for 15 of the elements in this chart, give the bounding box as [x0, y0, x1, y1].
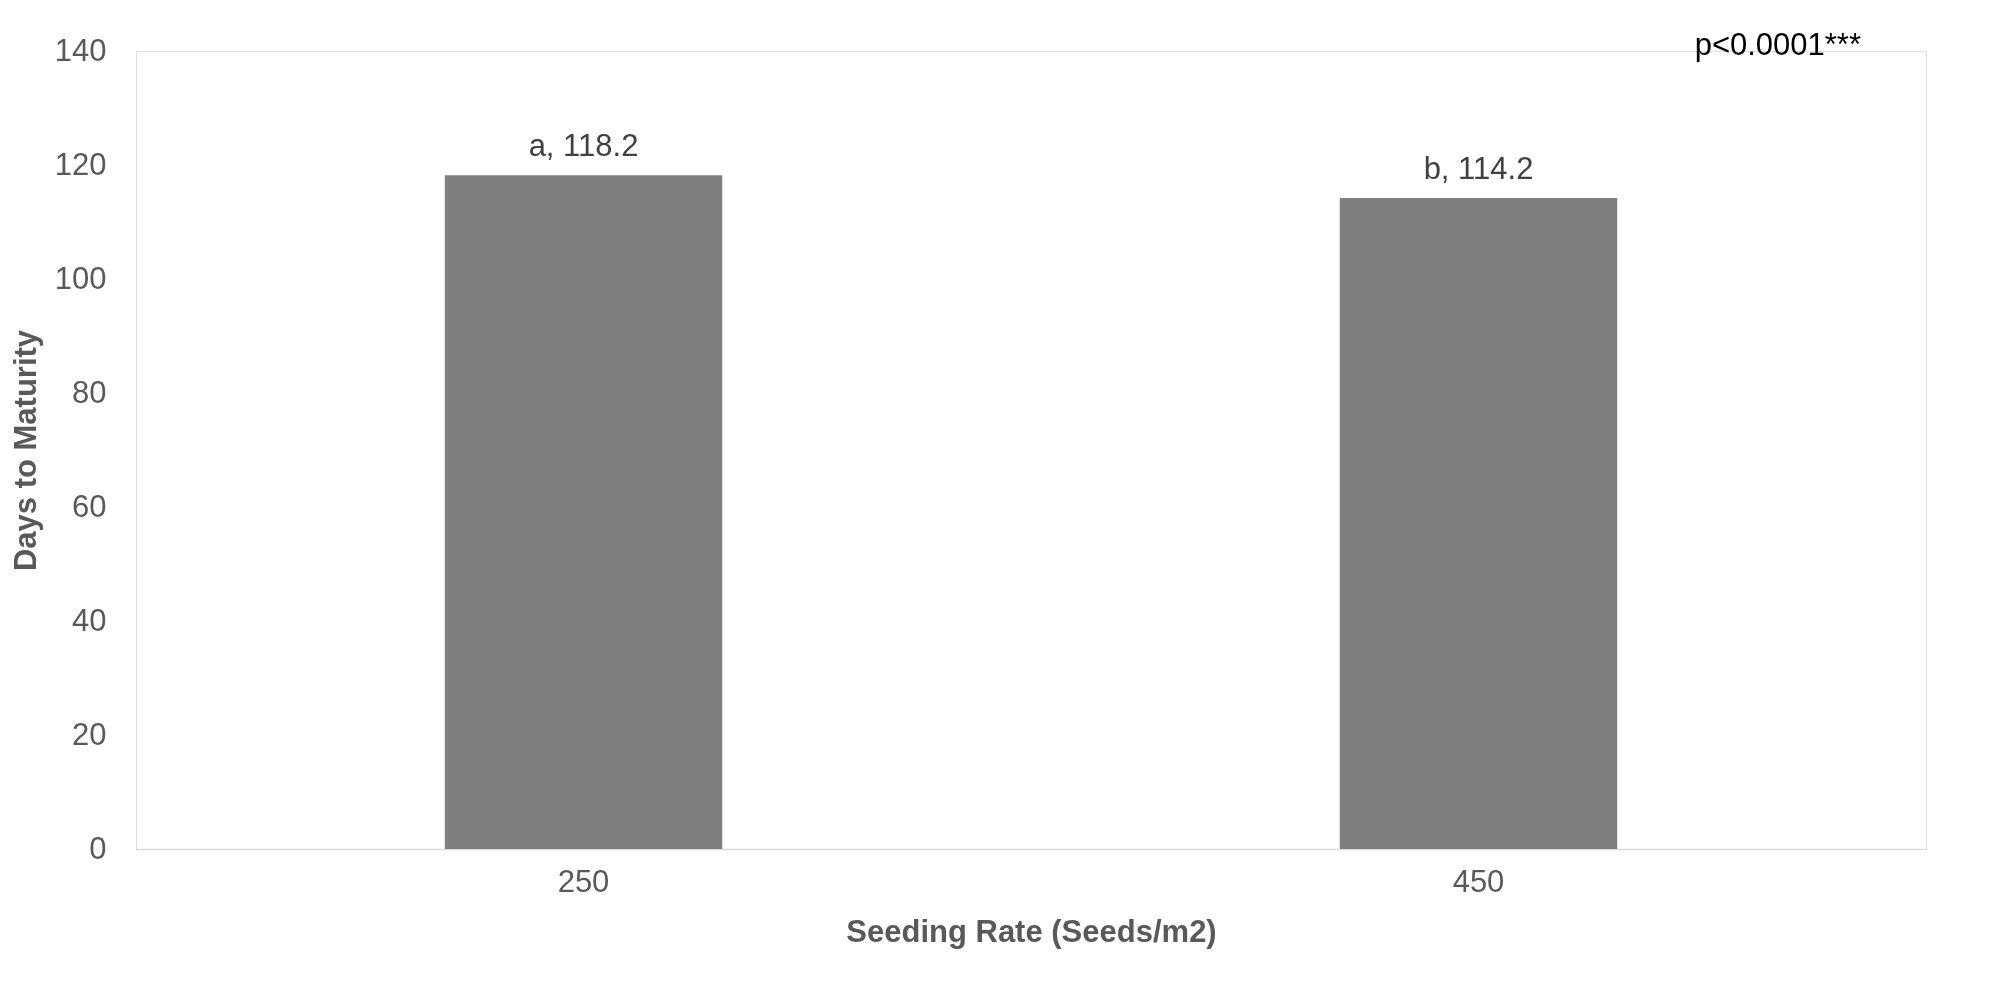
data-label: b, 114.2 — [1423, 151, 1534, 187]
x-axis-title: Seeding Rate (Seeds/m2) — [846, 913, 1217, 949]
y-tick-label: 120 — [54, 146, 107, 182]
y-tick-label: 0 — [89, 830, 107, 866]
x-tick-label: 450 — [1452, 863, 1505, 899]
y-tick-label: 140 — [54, 32, 107, 68]
y-tick-label: 100 — [54, 260, 107, 296]
y-axis-title: Days to Maturity — [7, 329, 43, 572]
x-tick-label: 250 — [557, 863, 610, 899]
y-tick-label: 60 — [72, 488, 107, 524]
y-tick-label: 20 — [72, 716, 107, 752]
y-tick-label: 80 — [72, 374, 107, 410]
data-label: a, 118.2 — [528, 128, 639, 164]
y-tick-label: 40 — [72, 602, 107, 638]
annotation: p<0.0001*** — [1694, 27, 1861, 62]
